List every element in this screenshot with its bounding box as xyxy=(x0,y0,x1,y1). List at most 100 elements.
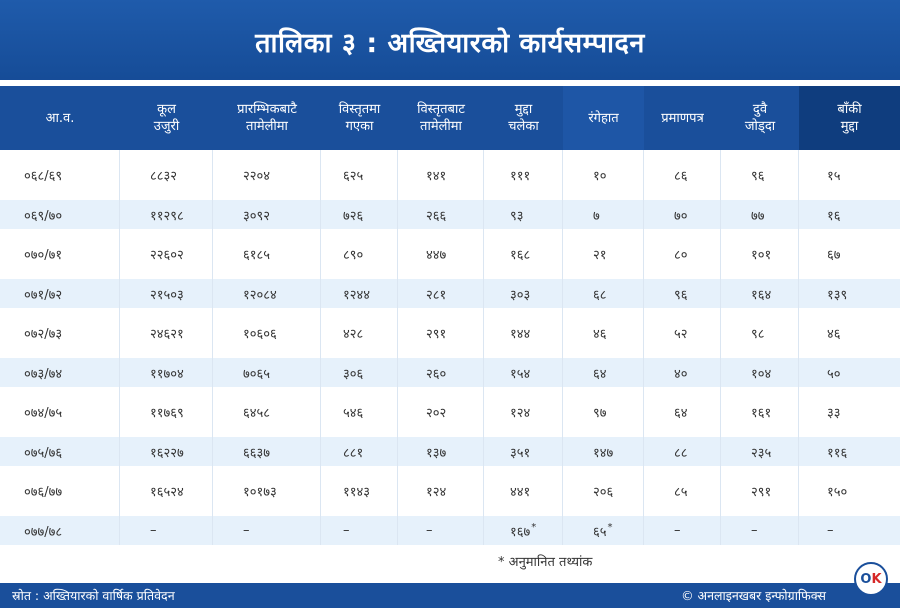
column-header-9: बाँकी मुद्दा xyxy=(799,86,900,150)
table-row: ०७२/७३ २४६२१ १०६०६ ४२८ २९१ १४४ ४६ ५२ ९८ ४६ xyxy=(0,308,900,358)
table-cell: १०४ xyxy=(721,358,799,387)
column-header-3: विस्तृतमा गएका xyxy=(338,102,381,134)
table-cell: ३०३ xyxy=(484,279,563,308)
table-row: ०७४/७५ ११७६९ ६४५८ ५४६ २०२ १२४ ९७ ६४ १६१ ३३ xyxy=(0,387,900,437)
table-cell: ७ xyxy=(563,200,644,229)
estimate-marker: * xyxy=(607,522,613,533)
table-cell: ११७०४ xyxy=(120,358,213,387)
table-cell: ११६ xyxy=(827,445,848,461)
table-row: ०७१/७२ २१५०३ १२०८४ १२४४ २८१ ३०३ ६८ ९६ १६४ १३९ xyxy=(0,279,900,308)
table-cell: – xyxy=(827,523,834,538)
table-row: ०७३/७४ ११७०४ ७०६५ ३०६ २६० १५४ ६४ ४० १०४ ५० xyxy=(0,358,900,387)
table-cell: – xyxy=(721,516,799,545)
table-cell: २९१ xyxy=(398,308,484,358)
table-cell: ५० xyxy=(827,366,841,382)
table-cell: १५४ xyxy=(484,358,563,387)
table-cell: – xyxy=(213,516,321,545)
table-cell: ०७३/७४ xyxy=(0,358,120,387)
table-cell: ३३ xyxy=(827,406,841,421)
table-cell: १३७ xyxy=(398,437,484,466)
table-cell: ६७ xyxy=(827,248,841,263)
table-cell: ०६९/७० xyxy=(0,200,120,229)
table-cell: ६८ xyxy=(563,279,644,308)
table-cell: ६२५ xyxy=(321,150,398,200)
table-cell: ०७७/७८ xyxy=(0,516,120,545)
table-row: ०७५/७६ १६२२७ ६६३७ ८८१ १३७ ३५१ १४७ ८८ २३५ ११६ xyxy=(0,437,900,466)
data-table-body: ०६८/६९ ८८३२ २२०४ ६२५ १४१ १११ १० ८६ ९६ १५ ०६९/७० ११२… xyxy=(0,150,900,545)
column-header-6: रंगेहात xyxy=(563,86,644,150)
table-cell: २३५ xyxy=(721,437,799,466)
column-header-2: प्रारम्भिकबाटै तामेलीमा xyxy=(237,102,297,134)
table-cell: १६४ xyxy=(721,279,799,308)
table-cell: ८० xyxy=(644,229,721,279)
table-cell: २१५०३ xyxy=(120,279,213,308)
title-bar: तालिका ३ : अख्तियारको कार्यसम्पादन xyxy=(0,0,900,86)
table-cell: – xyxy=(321,516,398,545)
table-row: ०६९/७० ११२९८ ३०९२ ७२६ २६६ ९३ ७ ७० ७७ १६ xyxy=(0,200,900,229)
column-header-8: दुवै जोड्दा xyxy=(744,102,776,134)
table-cell: ६६३७ xyxy=(213,437,321,466)
table-cell: – xyxy=(398,516,484,545)
table-cell: ६१८५ xyxy=(213,229,321,279)
table-header-row: आ.व. कूल उजुरी प्रारम्भिकबाटै तामेलीमा विस्तृ… xyxy=(0,86,900,150)
table-cell: १४७ xyxy=(563,437,644,466)
table-row: ०७७/७८– – – –१६७ * ६५ * – – – xyxy=(0,516,900,545)
table-cell: १२४४ xyxy=(321,279,398,308)
table-cell: ३५१ xyxy=(484,437,563,466)
table-cell: ८८३२ xyxy=(120,150,213,200)
table-cell: २९१ xyxy=(721,466,799,516)
table-cell: – xyxy=(644,516,721,545)
table-cell: ९७ xyxy=(563,387,644,437)
table-cell: ३०६ xyxy=(321,358,398,387)
table-cell: २८१ xyxy=(398,279,484,308)
table-cell: १०६०६ xyxy=(213,308,321,358)
table-cell: २२०४ xyxy=(213,150,321,200)
table-cell: १६२२७ xyxy=(120,437,213,466)
footnote: * अनुमानित तथ्यांक xyxy=(498,555,593,570)
table-cell: ८८१ xyxy=(321,437,398,466)
table-row: ०६८/६९ ८८३२ २२०४ ६२५ १४१ १११ १० ८६ ९६ १५ xyxy=(0,150,900,200)
table-cell: ०७५/७६ xyxy=(0,437,120,466)
page-title: तालिका ३ : अख्तियारको कार्यसम्पादन xyxy=(255,27,645,59)
column-header-0: आ.व. xyxy=(45,110,75,126)
table-cell: ९६ xyxy=(644,279,721,308)
table-cell: ०७२/७३ xyxy=(0,308,120,358)
table-cell: ६४५८ xyxy=(213,387,321,437)
table-cell: १६ xyxy=(827,208,841,224)
table-cell: १११ xyxy=(484,150,563,200)
table-cell: १५ xyxy=(827,169,841,184)
table-cell: १२०८४ xyxy=(213,279,321,308)
estimate-marker: * xyxy=(531,522,537,533)
table-cell: – xyxy=(120,516,213,545)
table-cell: २०६ xyxy=(563,466,644,516)
table-row: ०७०/७१ २२६०२ ६१८५ ८९० ४४७ १६८ २१ ८० १०१ ६७ xyxy=(0,229,900,279)
table-cell: ४० xyxy=(644,358,721,387)
source-note: स्रोत : अख्तियारको वार्षिक प्रतिवेदन xyxy=(12,588,175,603)
table-cell: ८८ xyxy=(644,437,721,466)
table-cell: ६४ xyxy=(644,387,721,437)
table-cell: ७० xyxy=(644,200,721,229)
table-cell: १०१ xyxy=(721,229,799,279)
table-cell: १२४ xyxy=(484,387,563,437)
table-cell: ११२९८ xyxy=(120,200,213,229)
table-cell: ०७१/७२ xyxy=(0,279,120,308)
table-cell: २०२ xyxy=(398,387,484,437)
table-cell: ४४७ xyxy=(398,229,484,279)
footer-bar: स्रोत : अख्तियारको वार्षिक प्रतिवेदन © अ… xyxy=(0,583,900,608)
table-cell: २६६ xyxy=(398,200,484,229)
table-cell: ८९० xyxy=(321,229,398,279)
table-cell: ०६८/६९ xyxy=(0,150,120,200)
table-cell: १६१ xyxy=(721,387,799,437)
table-cell: ०७०/७१ xyxy=(0,229,120,279)
table-cell: २६० xyxy=(398,358,484,387)
column-header-1: कूल उजुरी xyxy=(153,102,180,134)
table-cell: ११७६९ xyxy=(120,387,213,437)
table-cell: ४६ xyxy=(563,308,644,358)
table-cell: १४४ xyxy=(484,308,563,358)
credit-note: © अनलाइनखबर इन्फोग्राफिक्स xyxy=(681,588,826,603)
table-cell: ९८ xyxy=(721,308,799,358)
table-cell: ९६ xyxy=(721,150,799,200)
table-cell: ७०६५ xyxy=(213,358,321,387)
column-header-5: मुद्दा चलेका xyxy=(508,102,539,134)
